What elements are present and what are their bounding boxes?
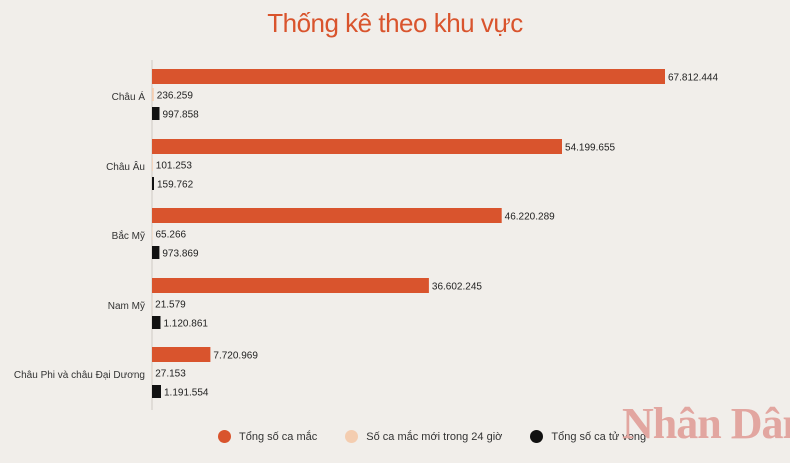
data-label-total-cases: 46.220.289 [505,212,555,223]
legend-item-total-cases[interactable]: Tổng số ca mắc [218,430,317,443]
bar-new-cases [152,227,153,240]
data-label-deaths: 1.191.554 [164,388,209,399]
legend-swatch-deaths [530,430,544,443]
data-label-deaths: 997.858 [163,110,200,121]
category-label: Nam Mỹ [108,301,145,312]
bar-total-cases [152,69,665,84]
legend-item-deaths[interactable]: Tổng số ca tử vong [530,430,646,443]
data-label-total-cases: 54.199.655 [565,143,615,154]
data-label-deaths: 1.120.861 [163,319,208,330]
data-label-deaths: 159.762 [157,180,194,191]
data-label-new-cases: 236.259 [157,91,194,102]
legend-item-new-cases[interactable]: Số ca mắc mới trong 24 giờ [345,430,502,443]
legend-label-new-cases: Số ca mắc mới trong 24 giờ [366,430,503,443]
legend-swatch-total-cases [218,430,231,443]
category-label: Châu Phi và châu Đại Dương [14,370,145,381]
legend-swatch-new-cases [345,430,359,443]
category-label: Bắc Mỹ [112,229,145,242]
legend-label-deaths: Tổng số ca tử vong [551,430,647,443]
bar-total-cases [152,347,211,362]
data-label-deaths: 973.869 [162,249,199,260]
bar-deaths [152,177,154,190]
chart-title: Thống kê theo khu vực [267,8,523,38]
data-label-total-cases: 67.812.444 [668,73,718,84]
bar-deaths [152,107,160,120]
bar-total-cases [152,208,502,223]
category-label: Châu Á [112,90,146,103]
nhan-dan-logo-watermark: Nhân Dân [622,399,790,448]
bar-new-cases [152,158,153,171]
bar-total-cases [152,278,429,293]
bar-deaths [152,246,160,259]
data-label-total-cases: 36.602.245 [432,282,482,293]
data-label-new-cases: 101.253 [156,161,193,172]
data-label-new-cases: 27.153 [155,369,186,380]
data-label-new-cases: 65.266 [155,230,186,241]
bar-deaths [152,385,161,398]
bar-new-cases [152,88,154,101]
data-label-total-cases: 7.720.969 [213,351,258,362]
data-label-new-cases: 21.579 [155,300,186,311]
legend: Tổng số ca mắc Số ca mắc mới trong 24 gi… [218,430,646,443]
category-label: Châu Âu [106,160,145,173]
bar-total-cases [152,139,562,154]
legend-label-total-cases: Tổng số ca mắc [239,430,318,443]
bar-deaths [152,316,161,329]
